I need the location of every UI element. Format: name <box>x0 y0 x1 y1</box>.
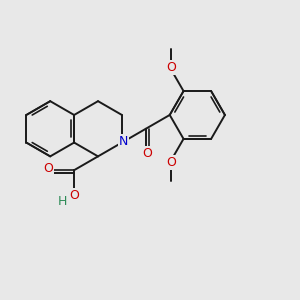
Text: N: N <box>119 135 128 148</box>
Text: O: O <box>70 189 80 202</box>
Text: O: O <box>142 147 152 161</box>
Text: O: O <box>166 156 176 169</box>
Text: O: O <box>44 162 53 175</box>
Text: H: H <box>58 195 67 208</box>
Text: O: O <box>166 61 176 74</box>
